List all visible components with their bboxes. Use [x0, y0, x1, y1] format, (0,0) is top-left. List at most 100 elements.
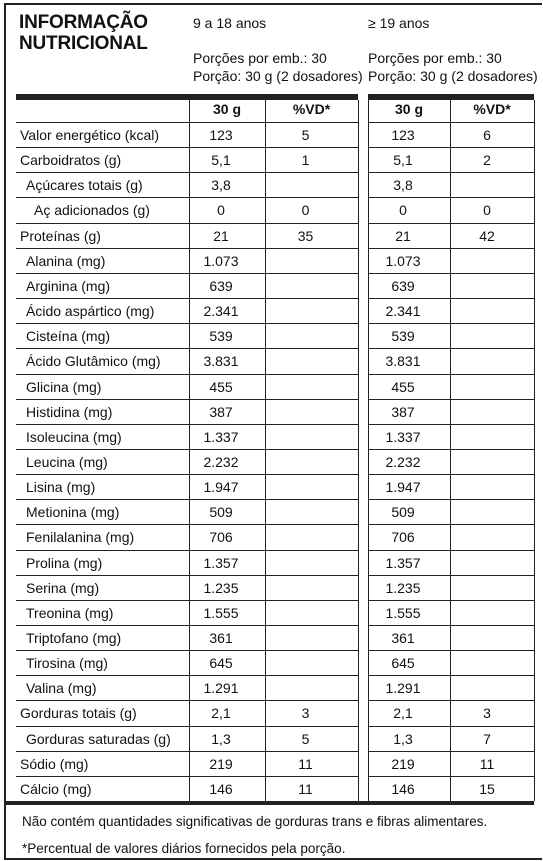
row-rule-right [368, 374, 534, 375]
group2-amount: 455 [391, 378, 415, 395]
row-rule-left [16, 675, 358, 676]
group2-amount: 1.555 [385, 604, 421, 621]
group1-amount: 219 [209, 755, 233, 772]
header-rule [16, 94, 534, 100]
nutrient-label: Gorduras saturadas (g) [26, 730, 171, 747]
nutrient-label: Valor energético (kcal) [20, 127, 160, 143]
group2-amount-header: 30 g [394, 101, 423, 117]
group2-amount: 0 [399, 202, 407, 219]
nutrient-label: Treonina (mg) [26, 604, 114, 621]
group1-dv: 5 [301, 730, 310, 747]
nutrient-label: Histidina (mg) [26, 403, 113, 420]
group2-amount: 123 [391, 127, 415, 143]
row-rule-right [368, 675, 534, 676]
row-rule-right [368, 172, 534, 173]
group2-amount: 2,1 [393, 705, 413, 722]
group2-amount: 509 [391, 504, 415, 521]
group1-amount: 5,1 [211, 152, 231, 169]
row-rule-right [368, 550, 534, 551]
group1-amount-header: 30 g [212, 101, 241, 117]
row-rule-left [16, 197, 358, 198]
nutrient-label: Carboidratos (g) [20, 152, 122, 169]
nutrient-label: Ácido aspártico (mg) [26, 303, 155, 320]
group1-amount: 0 [217, 202, 225, 219]
nutrient-label: Glicina (mg) [26, 378, 102, 395]
row-rule-left [16, 172, 358, 173]
group1-amount: 1.291 [203, 680, 239, 697]
row-rule-left [16, 474, 358, 475]
group2-dv: 15 [479, 780, 495, 797]
row-rule-left [16, 625, 358, 626]
row-rule-right [368, 726, 534, 727]
group1-amount: 639 [209, 277, 233, 294]
row-rule-right [368, 625, 534, 626]
nutrient-label: Fenilalanina (mg) [26, 529, 135, 546]
group2-amount: 1.337 [385, 428, 421, 445]
group1-amount: 1.235 [203, 579, 239, 596]
group2-amount: 219 [391, 755, 415, 772]
group2-portion-size: Porção: 30 g (2 dosadores) [368, 68, 538, 84]
group2-dv: 11 [479, 755, 495, 772]
row-rule-left [16, 273, 358, 274]
label-frame [4, 3, 542, 860]
row-rule-left [16, 575, 358, 576]
nutrient-label: Isoleucina (mg) [26, 428, 122, 445]
row-rule-right [368, 223, 534, 224]
group2-amount: 645 [391, 655, 415, 672]
group1-amount: 1.357 [203, 554, 239, 571]
col-divider-v1 [265, 100, 266, 802]
nutrient-label: Valina (mg) [26, 680, 97, 697]
header-bottom-rule-1 [16, 122, 358, 123]
group2-amount: 1.235 [385, 579, 421, 596]
row-rule-left [16, 650, 358, 651]
group1-dv-header: %VD* [292, 101, 331, 117]
group1-amount: 1.337 [203, 428, 239, 445]
nutrient-label: Arginina (mg) [26, 277, 111, 294]
group1-amount: 1,3 [211, 730, 231, 747]
group1-amount: 361 [209, 630, 233, 646]
group2-amount: 21 [395, 227, 411, 244]
col-divider-gap-left [358, 100, 359, 802]
row-rule-right [368, 524, 534, 525]
row-rule-left [16, 323, 358, 324]
group1-amount: 1.947 [203, 479, 239, 496]
col-divider-right [534, 100, 535, 802]
nutrient-label: Proteínas (g) [20, 227, 101, 244]
nutrient-label: Aç adicionados (g) [34, 202, 150, 219]
group2-portions: Porções por emb.: 30 [368, 50, 502, 66]
group1-amount: 3,8 [211, 177, 231, 194]
group1-amount: 2.232 [203, 453, 239, 470]
row-rule-left [16, 248, 358, 249]
footer-rule [4, 801, 534, 805]
group2-dv: 6 [483, 127, 491, 143]
group2-amount: 1.947 [385, 479, 421, 496]
nutrient-label: Alanina (mg) [26, 252, 106, 269]
row-rule-right [368, 600, 534, 601]
group2-amount: 361 [391, 630, 415, 646]
nutrient-label: Leucina (mg) [26, 453, 108, 470]
label-title: INFORMAÇÃO NUTRICIONAL [19, 12, 148, 54]
row-rule-right [368, 650, 534, 651]
title-line-1: INFORMAÇÃO [19, 12, 148, 33]
row-rule-right [368, 751, 534, 752]
group1-dv: 3 [301, 705, 310, 722]
group1-amount: 146 [209, 780, 233, 797]
nutrient-label: Tirosina (mg) [26, 655, 108, 672]
group2-amount: 3.831 [385, 353, 421, 370]
group2-dv: 2 [483, 152, 491, 169]
row-rule-right [368, 575, 534, 576]
row-rule-right [368, 248, 534, 249]
row-rule-left [16, 524, 358, 525]
nutrient-label: Serina (mg) [26, 579, 100, 596]
group2-amount: 1.357 [385, 554, 421, 571]
group2-amount: 5,1 [393, 152, 413, 169]
row-rule-right [368, 424, 534, 425]
col-divider-a2 [368, 100, 369, 802]
group1-amount: 387 [209, 403, 233, 420]
group1-amount: 509 [209, 504, 233, 521]
group1-dv: 1 [301, 152, 310, 169]
group1-amount: 455 [209, 378, 233, 395]
nutrient-label: Açúcares totais (g) [26, 177, 143, 194]
group1-dv: 35 [297, 227, 314, 244]
nutrient-label: Sódio (mg) [20, 755, 89, 772]
